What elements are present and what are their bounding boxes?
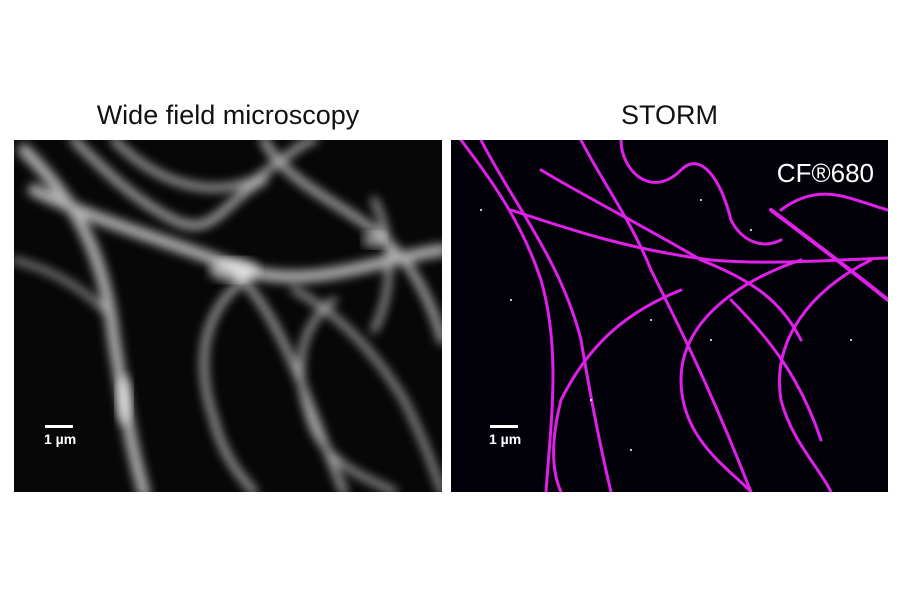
scale-bar-label: 1 µm bbox=[44, 431, 77, 447]
dye-label: CF®680 bbox=[776, 158, 874, 188]
storm-image: CF®680 1 µm bbox=[451, 140, 888, 492]
widefield-scale-bar: 1 µm bbox=[44, 425, 76, 447]
storm-title: STORM bbox=[620, 100, 718, 130]
widefield-title: Wide field microscopy bbox=[96, 100, 360, 130]
storm-scale-bar: 1 µm bbox=[489, 425, 521, 447]
scale-bar-label: 1 µm bbox=[489, 431, 522, 447]
widefield-image: 1 µm bbox=[14, 140, 442, 492]
